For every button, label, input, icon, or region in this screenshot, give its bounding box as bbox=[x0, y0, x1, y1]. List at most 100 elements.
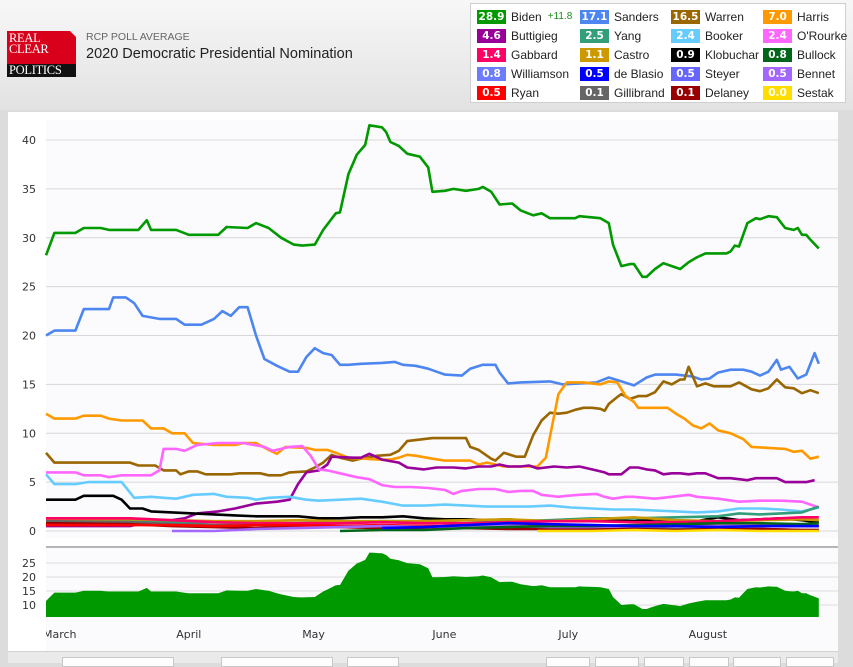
legend-value-badge: 0.8 bbox=[763, 47, 792, 62]
legend-candidate-name: Sestak bbox=[797, 85, 834, 100]
navigator-tick-label: 10 bbox=[22, 599, 36, 612]
legend-item[interactable]: 0.5 de Blasio bbox=[580, 66, 663, 82]
legend-candidate-name: Warren bbox=[705, 9, 744, 24]
legend-item[interactable]: 0.8 Williamson bbox=[477, 66, 569, 82]
legend-candidate-name: Ryan bbox=[511, 85, 540, 100]
legend-candidate-name: Steyer bbox=[705, 66, 740, 81]
label-mask bbox=[8, 622, 46, 644]
legend-candidate-name: Harris bbox=[797, 9, 829, 24]
x-month-label: May bbox=[302, 628, 325, 641]
series-line-booker bbox=[45, 473, 820, 514]
y-tick-label: 30 bbox=[22, 232, 36, 245]
legend-item[interactable]: 2.4 O'Rourke bbox=[763, 28, 847, 44]
legend-item[interactable]: 0.5 Steyer bbox=[671, 66, 740, 82]
legend-item[interactable]: 0.9 Klobuchar bbox=[671, 47, 759, 63]
range-button-4[interactable] bbox=[689, 657, 729, 667]
legend-item[interactable]: 0.1 Delaney bbox=[671, 85, 749, 101]
legend-candidate-name: Buttigieg bbox=[511, 28, 558, 43]
navigator-tick-label: 25 bbox=[22, 557, 36, 570]
date-from-input[interactable] bbox=[62, 657, 174, 667]
legend-value-badge: 2.4 bbox=[671, 28, 700, 43]
legend-value-badge: 0.1 bbox=[580, 85, 609, 100]
x-month-label: August bbox=[689, 628, 728, 641]
legend-candidate-name: de Blasio bbox=[614, 66, 664, 81]
navigator-area-series bbox=[46, 552, 819, 617]
series-line-de-blasio bbox=[381, 521, 819, 530]
legend-value-badge: 0.1 bbox=[671, 85, 700, 100]
legend-value-badge: 2.5 bbox=[580, 28, 609, 43]
y-tick-label: 5 bbox=[29, 476, 36, 489]
legend-item[interactable]: 0.8 Bullock bbox=[763, 47, 836, 63]
legend-candidate-name: Yang bbox=[614, 28, 642, 43]
series-line-gabbard bbox=[46, 515, 819, 525]
x-month-label: July bbox=[557, 628, 578, 641]
navigator-tick-label: 20 bbox=[22, 571, 36, 584]
go-button[interactable] bbox=[347, 657, 399, 667]
range-button-3[interactable] bbox=[644, 657, 684, 667]
y-tick-label: 40 bbox=[22, 134, 36, 147]
legend-item[interactable]: 0.5 Bennet bbox=[763, 66, 835, 82]
legend-candidate-name: Biden bbox=[511, 9, 542, 24]
legend-candidate-name: Williamson bbox=[511, 66, 570, 81]
series-line-biden bbox=[44, 124, 820, 279]
series-line-buttigieg bbox=[46, 452, 815, 528]
series-line-sestak bbox=[537, 528, 819, 533]
logo-line-3: POLITICS bbox=[9, 63, 62, 77]
chart-panel: 0 5 10 15 20 25 30 35 40 10 15 20 25 March April May Jun… bbox=[8, 112, 838, 652]
range-selector-bar bbox=[8, 651, 838, 667]
legend-candidate-name: Sanders bbox=[614, 9, 659, 24]
y-tick-label: 35 bbox=[22, 183, 36, 196]
legend-value-badge: 0.0 bbox=[763, 85, 792, 100]
range-button-5[interactable] bbox=[733, 657, 781, 667]
legend-candidate-name: Bennet bbox=[797, 66, 836, 81]
legend-item[interactable]: 1.1 Castro bbox=[580, 47, 649, 63]
y-tick-label: 25 bbox=[22, 281, 36, 294]
legend-item[interactable]: 0.1 Gillibrand bbox=[580, 85, 665, 101]
legend-item[interactable]: 2.4 Booker bbox=[671, 28, 743, 44]
legend-item[interactable]: 2.5 Yang bbox=[580, 28, 641, 44]
legend-item[interactable]: 0.0 Sestak bbox=[763, 85, 834, 101]
series-line-harris bbox=[45, 380, 820, 468]
legend-item[interactable]: 17.1 Sanders bbox=[580, 9, 659, 25]
legend-value-badge: 0.5 bbox=[671, 66, 700, 81]
legend-value-badge: 0.5 bbox=[763, 66, 792, 81]
range-button-2[interactable] bbox=[595, 657, 639, 667]
logo-line-2: CLEAR bbox=[9, 42, 49, 56]
series-line-o-rourke bbox=[46, 441, 820, 509]
legend-value-badge: 17.1 bbox=[580, 9, 609, 24]
legend-spread: +11.8 bbox=[547, 11, 573, 23]
legend-candidate-name: Booker bbox=[705, 28, 744, 43]
legend-value-badge: 4.6 bbox=[477, 28, 506, 43]
legend-item[interactable]: 0.5 Ryan bbox=[477, 85, 539, 101]
legend-value-badge: 2.4 bbox=[763, 28, 792, 43]
series-line-warren bbox=[45, 365, 820, 477]
legend-value-badge: 16.5 bbox=[671, 9, 700, 24]
legend-item[interactable]: 4.6 Buttigieg bbox=[477, 28, 558, 44]
legend-item[interactable]: 7.0 Harris bbox=[763, 9, 829, 25]
legend-value-badge: 7.0 bbox=[763, 9, 792, 24]
main-plot-area bbox=[46, 120, 838, 538]
y-tick-label: 15 bbox=[22, 378, 36, 391]
legend-item[interactable]: 1.4 Gabbard bbox=[477, 47, 558, 63]
range-button-1[interactable] bbox=[546, 657, 590, 667]
legend-item[interactable]: 16.5 Warren bbox=[671, 9, 744, 25]
legend-value-badge: 0.9 bbox=[671, 47, 700, 62]
legend-value-badge: 0.5 bbox=[477, 85, 506, 100]
rcp-logo[interactable]: REAL CLEAR POLITICS bbox=[7, 31, 76, 77]
page-subtitle: RCP POLL AVERAGE bbox=[86, 31, 190, 43]
legend-value-badge: 0.5 bbox=[580, 66, 609, 81]
candidate-legend: 28.9 Biden +11.8 17.1 Sanders 16.5 Warren 7.0 Ha… bbox=[470, 3, 847, 103]
x-month-label: March bbox=[43, 628, 77, 641]
legend-candidate-name: Castro bbox=[614, 47, 650, 62]
series-line-sanders bbox=[45, 296, 821, 387]
range-button-6[interactable] bbox=[786, 657, 834, 667]
legend-item[interactable]: 28.9 Biden +11.8 bbox=[477, 9, 572, 25]
date-to-input[interactable] bbox=[221, 657, 333, 667]
legend-candidate-name: O'Rourke bbox=[797, 28, 848, 43]
legend-candidate-name: Delaney bbox=[705, 85, 750, 100]
x-month-label: April bbox=[176, 628, 201, 641]
navigator-tick-label: 15 bbox=[22, 585, 36, 598]
legend-candidate-name: Gillibrand bbox=[614, 85, 665, 100]
legend-value-badge: 1.4 bbox=[477, 47, 506, 62]
